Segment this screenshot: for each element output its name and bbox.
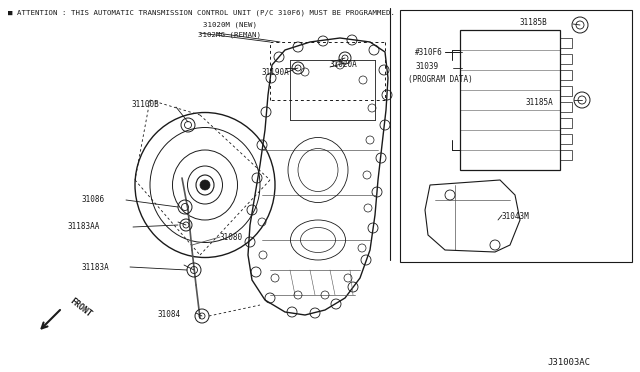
Bar bbox=[560, 118, 572, 128]
Text: 31086: 31086 bbox=[82, 195, 105, 204]
Bar bbox=[460, 30, 560, 170]
Bar bbox=[560, 150, 572, 160]
Bar bbox=[560, 86, 572, 96]
Bar bbox=[400, 10, 632, 262]
Text: FRONT: FRONT bbox=[68, 297, 93, 319]
Text: 31185B: 31185B bbox=[520, 18, 548, 27]
Text: 31020M (NEW): 31020M (NEW) bbox=[203, 22, 257, 29]
Text: 31100B: 31100B bbox=[132, 100, 160, 109]
Bar bbox=[560, 70, 572, 80]
Text: #310F6: #310F6 bbox=[415, 48, 443, 57]
Text: 31080: 31080 bbox=[220, 233, 243, 242]
Bar bbox=[560, 38, 572, 48]
Bar bbox=[560, 102, 572, 112]
Text: 31084: 31084 bbox=[158, 310, 181, 319]
Text: J31003AC: J31003AC bbox=[547, 358, 590, 367]
Bar bbox=[560, 54, 572, 64]
Text: 31020A: 31020A bbox=[330, 60, 358, 69]
Text: 31039: 31039 bbox=[415, 62, 438, 71]
Text: (PROGRAM DATA): (PROGRAM DATA) bbox=[408, 75, 473, 84]
Text: 31185A: 31185A bbox=[525, 98, 553, 107]
Circle shape bbox=[200, 180, 210, 190]
Text: 31183A: 31183A bbox=[82, 263, 109, 272]
Text: 31043M: 31043M bbox=[502, 212, 530, 221]
Text: 31190A: 31190A bbox=[262, 68, 290, 77]
Bar bbox=[560, 134, 572, 144]
Text: 3102MG (REMAN): 3102MG (REMAN) bbox=[198, 32, 262, 38]
Text: 31183AA: 31183AA bbox=[68, 222, 100, 231]
Text: ■ ATTENTION : THIS AUTOMATIC TRANSMISSION CONTROL UNIT (P/C 310F6) MUST BE PROGR: ■ ATTENTION : THIS AUTOMATIC TRANSMISSIO… bbox=[8, 10, 395, 16]
